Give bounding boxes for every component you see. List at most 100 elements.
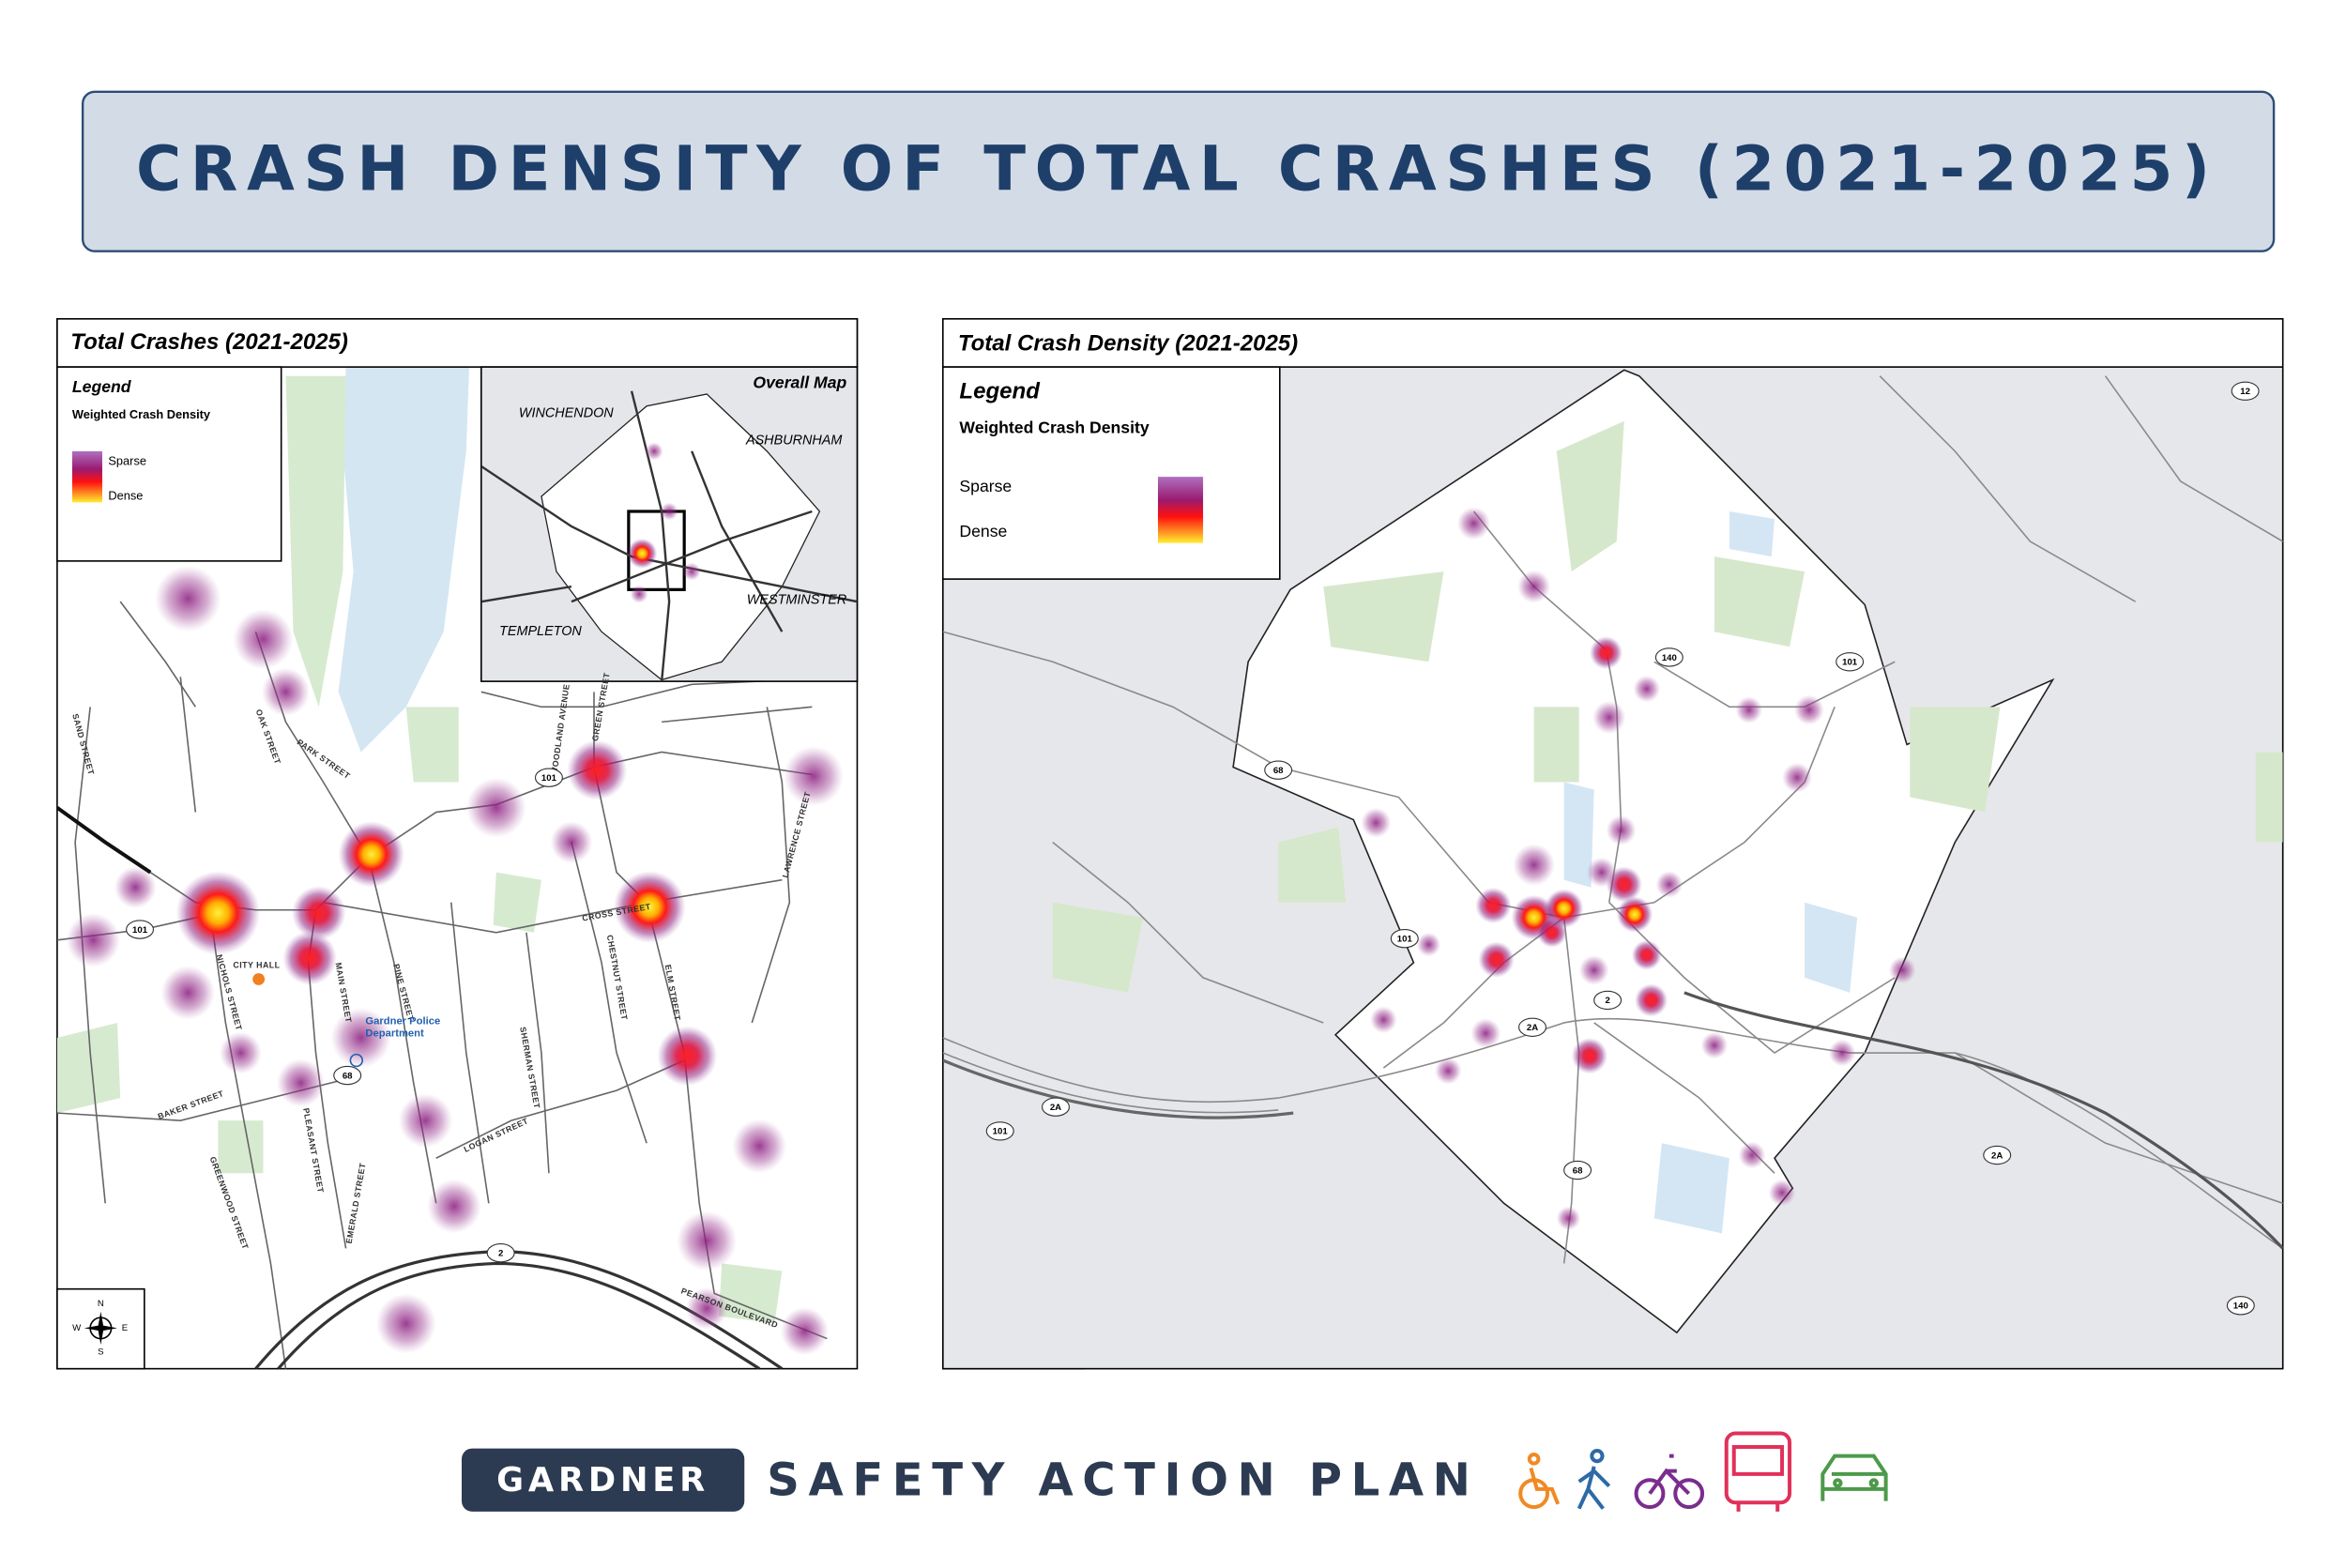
road [1653, 661, 1896, 708]
legend-dense: Dense [108, 488, 143, 502]
road [571, 842, 647, 1144]
heat-spot [1888, 956, 1916, 984]
footer-title: SAFETY ACTION PLAN [767, 1454, 1479, 1506]
heat-spot [1361, 807, 1392, 838]
heat-spot [1470, 1018, 1501, 1049]
bus-icon [1724, 1431, 1792, 1512]
road [646, 902, 828, 1340]
mode-icons [1518, 1431, 1888, 1512]
heat-spot [66, 912, 121, 967]
heat-spot [1369, 1006, 1397, 1034]
landmark-label: Gardner Police Department [365, 1016, 441, 1040]
car-icon [1820, 1454, 1888, 1501]
right-map-header [942, 318, 2284, 368]
legend-subtitle: Weighted Crash Density [959, 418, 1149, 436]
route-number: 2A [1991, 1150, 2003, 1161]
left-map-header [56, 318, 859, 368]
road [751, 707, 791, 1024]
gardner-boundary [1232, 369, 2055, 1334]
route-shield [1042, 1097, 1070, 1117]
route-number: 101 [993, 1127, 1009, 1137]
left-map-title: Total Crashes (2021-2025) [70, 329, 348, 355]
footer-badge [461, 1448, 745, 1512]
heat-spot [276, 1058, 326, 1107]
route-number: 68 [1273, 766, 1284, 776]
heat-spot [1782, 762, 1813, 793]
place-label: TEMPLETON [499, 624, 582, 639]
road [942, 1052, 1279, 1114]
footer-badge-text: GARDNER [496, 1461, 709, 1499]
heat-spot [261, 667, 311, 716]
heat-spot [567, 739, 628, 800]
heat-spot [155, 565, 221, 632]
heat-spot [338, 821, 405, 888]
heat-spot [1793, 694, 1824, 725]
road [277, 1261, 761, 1369]
heat-spot [291, 886, 346, 940]
compass-label: S [98, 1347, 103, 1358]
route-shield [1518, 1017, 1546, 1037]
road [662, 706, 813, 723]
road [119, 601, 197, 708]
heat-spot [1586, 857, 1617, 888]
route-number: 101 [132, 925, 148, 936]
heat-spot [1556, 1206, 1581, 1231]
route-number: 2A [1527, 1023, 1538, 1033]
road [56, 806, 152, 875]
heat-spot [114, 866, 157, 909]
road [435, 1059, 685, 1159]
route-number: 101 [541, 773, 557, 784]
road [1954, 1052, 2283, 1205]
pedestrian-icon [1577, 1448, 1611, 1510]
park [285, 375, 346, 708]
road [323, 878, 783, 934]
place-label: ASHBURNHAM [745, 433, 842, 448]
heat-spot [1631, 939, 1662, 970]
route-shield [1654, 647, 1683, 667]
inset-map: Overall Map WINCHENDON ASHBURNHAM TEMPLETO… [480, 366, 859, 682]
heat-spot [645, 442, 663, 461]
heat-spot [1478, 941, 1515, 978]
heat-spot [685, 1287, 728, 1330]
heat-spot [1616, 896, 1653, 933]
route-shield [486, 1243, 515, 1263]
legend-title: Legend [72, 377, 132, 396]
city-hall-icon [252, 973, 266, 985]
heat-spot [783, 746, 845, 807]
compass-label: W [72, 1323, 82, 1333]
route-shield [534, 768, 563, 787]
heat-spot [1738, 1141, 1766, 1169]
route-shield [1390, 929, 1419, 949]
heat-spot [175, 871, 261, 955]
heat-spot [732, 1119, 787, 1174]
landmark-box: Gardner Police Department [365, 1016, 441, 1040]
legend-ramp [1157, 477, 1204, 543]
route-shield [2231, 381, 2260, 401]
route-number: 2 [498, 1249, 503, 1259]
legend-subtitle: Weighted Crash Density [72, 407, 211, 421]
road [480, 585, 572, 603]
road [1879, 375, 2137, 602]
heat-spot [1513, 844, 1556, 887]
heat-spot [330, 1007, 391, 1069]
heat-spot [1634, 983, 1668, 1017]
heat-spot [1589, 636, 1623, 670]
compass-label: N [98, 1299, 104, 1309]
heat-spot [465, 777, 526, 838]
inset-body [480, 390, 858, 682]
route-number: 140 [2233, 1302, 2248, 1312]
route-shield [1593, 990, 1622, 1011]
right-map: Total Crash Density (2021-2025) Legend W… [942, 318, 2284, 1370]
heat-spot [1456, 507, 1491, 540]
compass-label: E [122, 1323, 128, 1333]
road [526, 932, 550, 1174]
heat-spot [550, 821, 593, 864]
heat-spot [1571, 1037, 1608, 1074]
heat-spot [1536, 917, 1567, 948]
route-number: 68 [343, 1071, 353, 1081]
road [1562, 917, 1580, 1264]
right-map-body [942, 369, 2283, 1334]
route-shield [1836, 652, 1865, 672]
